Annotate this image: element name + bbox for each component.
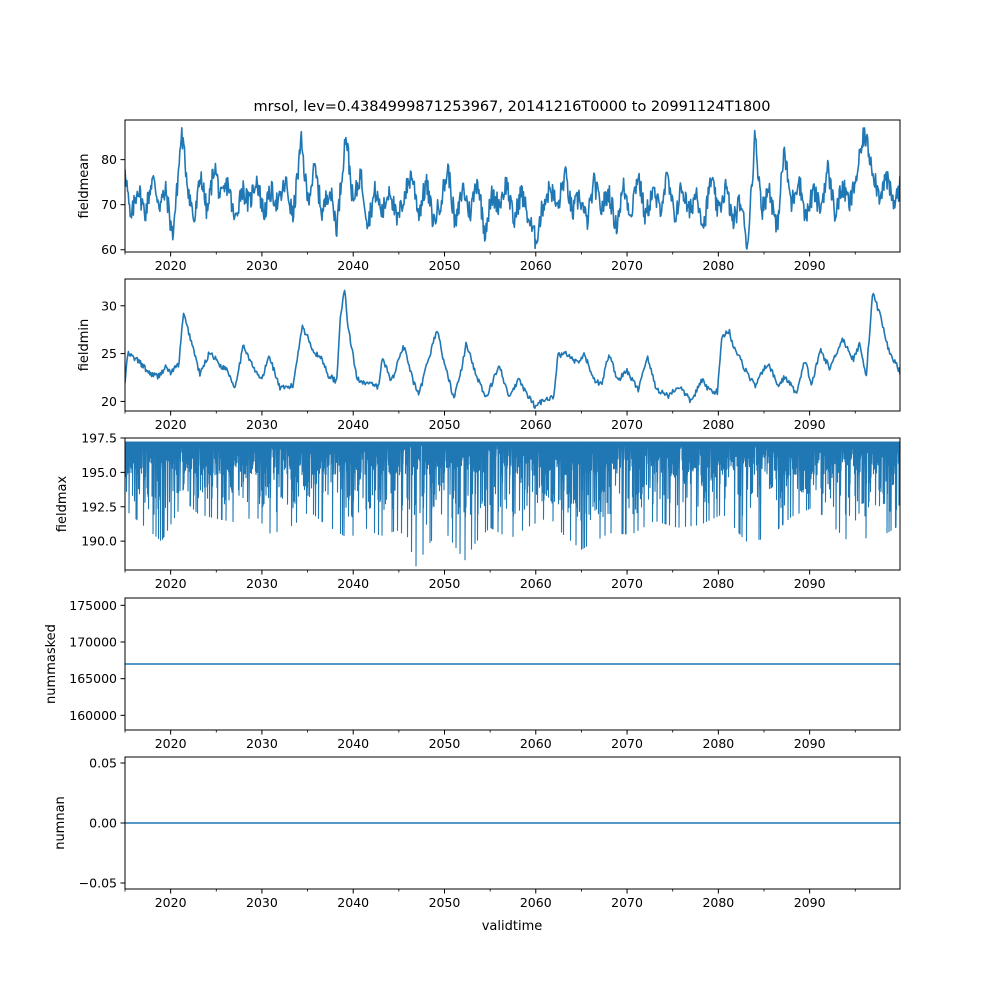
fieldmin-xtick-label: 2070	[611, 417, 643, 432]
fieldmin-xtick-label: 2030	[246, 417, 278, 432]
fieldmax-axes-frame	[124, 437, 901, 571]
nummasked-xtick-label: 2020	[155, 736, 187, 751]
fieldmin-xtick-label: 2020	[155, 417, 187, 432]
fieldmean-xtick-label: 2030	[246, 258, 278, 273]
fieldmean-ytick-label: 70	[101, 197, 117, 212]
nummasked-xtick-label: 2050	[429, 736, 461, 751]
nummasked-axes-frame	[124, 597, 901, 731]
fieldmax-ytick-label: 190.0	[81, 534, 117, 549]
numnan-xtick-label: 2020	[155, 895, 187, 910]
nummasked-xtick-label: 2080	[702, 736, 734, 751]
fieldmax-xtick-label: 2070	[611, 576, 643, 591]
fieldmin-xtick-label: 2090	[794, 417, 826, 432]
panel-numnan: 2020 2030 2040 2050 2060 2070 2080 2090 −0.05 0.0…	[53, 756, 901, 910]
numnan-ytick-label: 0.00	[89, 816, 117, 831]
numnan-ytick-label: −0.05	[79, 876, 117, 891]
fieldmin-ytick-label: 25	[101, 346, 117, 361]
x-axis-label: validtime	[482, 919, 543, 934]
numnan-xtick-label: 2080	[702, 895, 734, 910]
numnan-ytick-label: 0.05	[89, 756, 117, 771]
fieldmin-ytick-label: 20	[101, 394, 117, 409]
figure-title: mrsol, lev=0.4384999871253967, 20141216T…	[254, 99, 771, 115]
nummasked-xtick-label: 2040	[337, 736, 369, 751]
fieldmean-xtick-label: 2020	[155, 258, 187, 273]
fieldmax-xtick-label: 2060	[520, 576, 552, 591]
fieldmean-xtick-label: 2080	[702, 258, 734, 273]
fieldmean-ylabel: fieldmean	[77, 154, 92, 219]
nummasked-xtick-label: 2030	[246, 736, 278, 751]
fieldmean-xtick-label: 2060	[520, 258, 552, 273]
fieldmax-ytick-label: 197.5	[81, 431, 117, 446]
numnan-xtick-label: 2050	[429, 895, 461, 910]
numnan-xtick-label: 2030	[246, 895, 278, 910]
fieldmin-xtick-label: 2080	[702, 417, 734, 432]
fieldmin-xtick-label: 2050	[429, 417, 461, 432]
panel-nummasked: 2020 2030 2040 2050 2060 2070 2080 2090 160000 16…	[44, 597, 901, 751]
nummasked-ytick-label: 160000	[69, 708, 117, 723]
fieldmean-ytick-label: 80	[101, 152, 117, 167]
fieldmin-axes-frame	[124, 278, 901, 412]
numnan-xtick-label: 2040	[337, 895, 369, 910]
fieldmean-ytick-label: 60	[101, 242, 117, 257]
numnan-xtick-label: 2070	[611, 895, 643, 910]
fieldmax-xtick-label: 2080	[702, 576, 734, 591]
fieldmin-xtick-label: 2060	[520, 417, 552, 432]
panel-fieldmean: 2020 2030 2040 2050 2060 2070 2080 2090 60 70 80 fi…	[77, 119, 901, 273]
nummasked-ytick-label: 165000	[69, 671, 117, 686]
fieldmin-xtick-label: 2040	[337, 417, 369, 432]
fieldmean-axes-frame	[124, 119, 901, 253]
fieldmean-xtick-label: 2090	[794, 258, 826, 273]
nummasked-ytick-label: 175000	[69, 598, 117, 613]
fieldmean-xtick-label: 2050	[429, 258, 461, 273]
fieldmax-xtick-label: 2020	[155, 576, 187, 591]
numnan-xtick-label: 2090	[794, 895, 826, 910]
numnan-ylabel: numnan	[53, 796, 68, 850]
panel-fieldmin: 2020 2030 2040 2050 2060 2070 2080 2090 20 25 30 fi…	[77, 278, 901, 432]
fieldmax-series-line	[125, 441, 900, 567]
nummasked-ytick-label: 170000	[69, 635, 117, 650]
fieldmean-xtick-label: 2040	[337, 258, 369, 273]
nummasked-xtick-label: 2060	[520, 736, 552, 751]
fieldmax-xtick-label: 2090	[794, 576, 826, 591]
fieldmax-ytick-label: 195.0	[81, 465, 117, 480]
fieldmax-xtick-label: 2050	[429, 576, 461, 591]
fieldmean-series-line	[125, 127, 900, 250]
nummasked-xtick-label: 2090	[794, 736, 826, 751]
fieldmin-ylabel: fieldmin	[77, 319, 92, 372]
fieldmax-ytick-label: 192.5	[81, 499, 117, 514]
fieldmin-series-line	[125, 289, 900, 409]
fieldmax-xtick-label: 2040	[337, 576, 369, 591]
panels: 2020 2030 2040 2050 2060 2070 2080 2090607080fi…	[44, 119, 901, 910]
fieldmax-xtick-label: 2030	[246, 576, 278, 591]
nummasked-xtick-label: 2070	[611, 736, 643, 751]
panel-fieldmax: 2020 2030 2040 2050 2060 2070 2080 2090 190.0 192…	[55, 431, 901, 591]
numnan-xtick-label: 2060	[520, 895, 552, 910]
fieldmin-ytick-label: 30	[101, 298, 117, 313]
fieldmax-ylabel: fieldmax	[55, 476, 70, 533]
nummasked-ylabel: nummasked	[44, 624, 59, 704]
fieldmean-xtick-label: 2070	[611, 258, 643, 273]
